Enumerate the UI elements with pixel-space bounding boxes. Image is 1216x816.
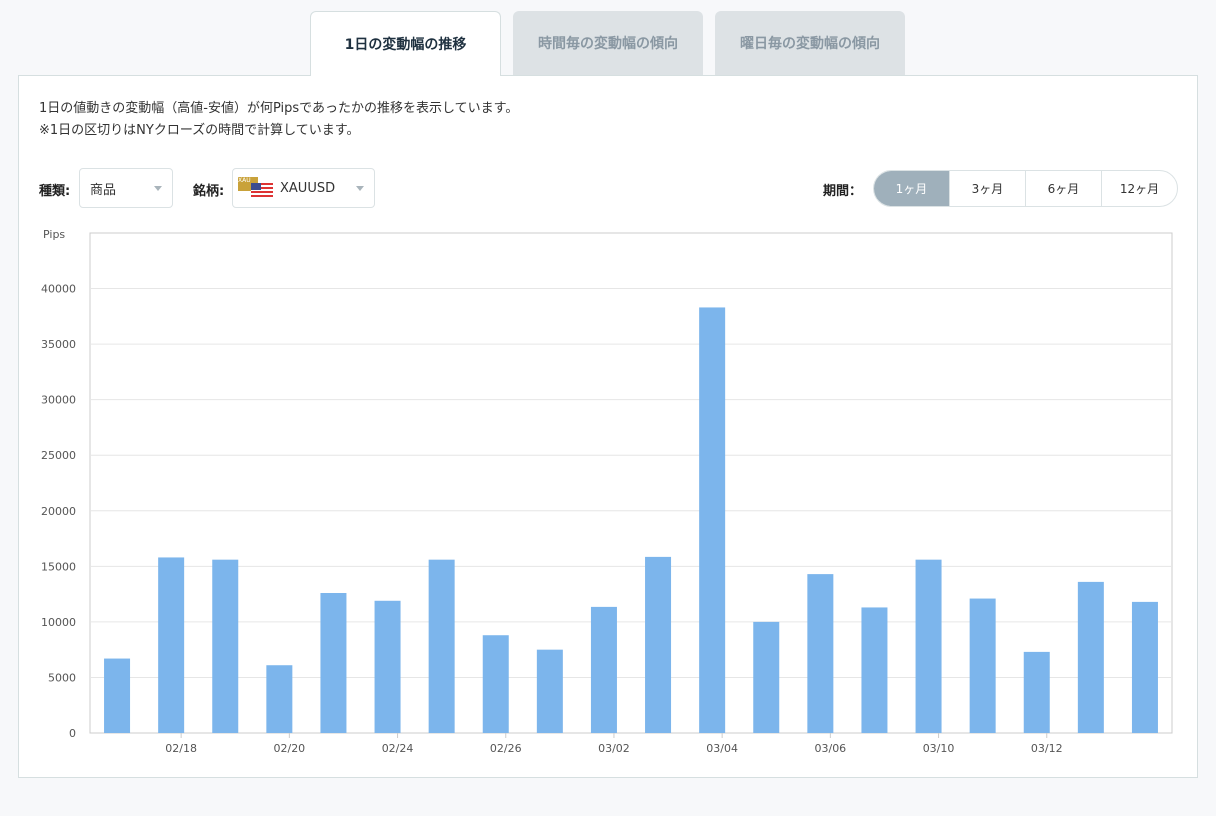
y-tick-label: 25000	[41, 449, 76, 462]
plot-area	[89, 232, 1173, 734]
content-panel: 1日の値動きの変動幅（高値-安値）が何Pipsであったかの推移を表示しています。…	[18, 75, 1198, 778]
y-tick-label: 5000	[48, 671, 76, 684]
y-tick-label: 10000	[41, 616, 76, 629]
x-tick-label: 03/06	[814, 742, 846, 755]
symbol-label: 銘柄:	[193, 184, 225, 199]
x-tick-label: 03/02	[598, 742, 630, 755]
x-tick-label: 02/20	[273, 742, 305, 755]
chevron-down-icon	[356, 186, 364, 191]
bar	[807, 574, 834, 733]
symbol-value: XAUUSD	[280, 180, 336, 196]
bar	[645, 556, 672, 733]
bar	[1077, 581, 1104, 733]
y-tick-label: 30000	[41, 394, 76, 407]
y-tick-label: 35000	[41, 338, 76, 351]
y-tick-label: 0	[69, 727, 76, 740]
y-tick-label: 20000	[41, 505, 76, 518]
bar	[1023, 651, 1050, 733]
bar	[536, 649, 563, 733]
x-tick-label: 03/12	[1031, 742, 1063, 755]
bar	[374, 600, 401, 733]
y-axis-label: Pips	[43, 228, 65, 241]
tab-hourly-trend[interactable]: 時間毎の変動幅の傾向	[513, 11, 703, 75]
xau-usd-flag-icon: XAU	[238, 177, 274, 199]
tab-weekday-trend[interactable]: 曜日毎の変動幅の傾向	[715, 11, 905, 75]
bar	[266, 665, 293, 733]
tab-daily-range[interactable]: 1日の変動幅の推移	[310, 11, 501, 76]
bar	[212, 559, 239, 733]
bar	[158, 557, 185, 733]
bar	[482, 635, 509, 733]
range-bar-chart: Pips 0 5000 10000 15000 20000 25000 30000 35000…	[41, 228, 1173, 755]
bar	[428, 559, 455, 733]
bar	[915, 559, 942, 733]
chevron-down-icon	[154, 186, 162, 191]
x-tick-label: 03/10	[923, 742, 955, 755]
bar	[104, 658, 131, 733]
period-1-month[interactable]: 1ヶ月	[874, 171, 949, 206]
symbol-select[interactable]: XAU XAUUSD	[232, 168, 375, 208]
bar	[753, 621, 780, 733]
x-tick-label: 03/04	[706, 742, 738, 755]
y-tick-label: 15000	[41, 560, 76, 573]
type-value: 商品	[90, 182, 117, 198]
period-12-months[interactable]: 12ヶ月	[1101, 171, 1177, 206]
description-line-2: ※1日の区切りはNYクローズの時間で計算しています。	[39, 123, 360, 138]
y-tick-label: 40000	[41, 283, 76, 296]
period-6-months[interactable]: 6ヶ月	[1025, 171, 1101, 206]
bar	[590, 606, 617, 733]
bar	[320, 593, 347, 733]
tab-bar: 1日の変動幅の推移 時間毎の変動幅の傾向 曜日毎の変動幅の傾向	[310, 11, 905, 76]
period-label: 期間：	[823, 184, 863, 199]
type-label: 種類:	[39, 184, 71, 199]
period-toggle: 1ヶ月 3ヶ月 6ヶ月 12ヶ月	[873, 170, 1178, 207]
description: 1日の値動きの変動幅（高値-安値）が何Pipsであったかの推移を表示しています。…	[39, 98, 518, 142]
bar	[861, 607, 888, 733]
period-3-months[interactable]: 3ヶ月	[949, 171, 1025, 206]
bar	[969, 598, 996, 733]
bar	[699, 307, 726, 733]
bar	[1131, 601, 1158, 733]
x-tick-label: 02/26	[490, 742, 522, 755]
x-tick-label: 02/24	[382, 742, 414, 755]
type-select[interactable]: 商品	[79, 168, 173, 208]
description-line-1: 1日の値動きの変動幅（高値-安値）が何Pipsであったかの推移を表示しています。	[39, 101, 519, 116]
x-tick-label: 02/18	[165, 742, 197, 755]
